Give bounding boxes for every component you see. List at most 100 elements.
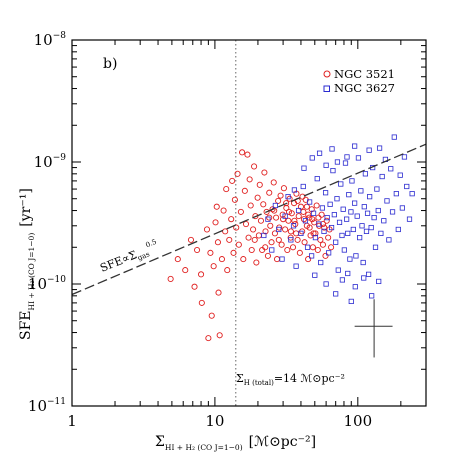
x-tick-label: 100 bbox=[343, 412, 372, 430]
ngc3627-point bbox=[339, 232, 345, 239]
ngc3627-point bbox=[319, 205, 325, 211]
ngc3627-point bbox=[293, 263, 299, 269]
ngc3627-point bbox=[276, 226, 282, 233]
ngc3627-point bbox=[376, 278, 382, 285]
ngc3627-point bbox=[298, 230, 304, 236]
x-tick-label: 1 bbox=[67, 412, 77, 430]
ngc3627-point bbox=[295, 207, 302, 214]
ngc3627-point bbox=[397, 172, 403, 178]
ngc3627-point bbox=[386, 237, 392, 243]
legend-marker-ngc3627 bbox=[323, 85, 330, 92]
ngc3521-point bbox=[318, 211, 325, 218]
ngc3521-point bbox=[187, 236, 195, 243]
ngc3521-point bbox=[305, 211, 312, 218]
ngc3627-point bbox=[372, 244, 379, 250]
ngc3627-point bbox=[360, 259, 366, 266]
ngc3627-point bbox=[333, 239, 339, 245]
ngc3627-point bbox=[364, 210, 371, 216]
ngc3627-point bbox=[347, 256, 353, 262]
y-tick-exponent: −10 bbox=[47, 275, 66, 285]
data-points bbox=[167, 134, 415, 342]
ngc3521-point bbox=[269, 206, 276, 213]
ngc3521-point bbox=[303, 203, 310, 210]
ngc3521-point bbox=[213, 203, 220, 210]
threshold-label-main: Σ bbox=[236, 372, 244, 385]
y-tick-base: 10 bbox=[28, 275, 47, 293]
ngc3627-point bbox=[291, 187, 298, 193]
ngc3521-point bbox=[319, 221, 326, 228]
ngc3627-point bbox=[367, 194, 373, 200]
ngc3521-point bbox=[270, 179, 277, 186]
ngc3627-point bbox=[348, 298, 354, 305]
ngc3521-point bbox=[262, 244, 269, 251]
ngc3627-point bbox=[366, 271, 372, 277]
ngc3627-point bbox=[334, 159, 341, 165]
ngc3521-point bbox=[222, 228, 229, 235]
ngc3627-point bbox=[290, 223, 297, 229]
ngc3627-point bbox=[361, 204, 367, 210]
ngc3521-point bbox=[278, 241, 285, 248]
ngc3521-point bbox=[260, 201, 267, 208]
ngc3627-point bbox=[279, 256, 285, 262]
ngc3627-point bbox=[282, 213, 288, 219]
ngc3521-point bbox=[198, 299, 205, 306]
y-tick-label: 10−8 bbox=[34, 31, 67, 49]
ngc3521-point bbox=[301, 239, 308, 246]
ngc3521-point bbox=[266, 189, 273, 196]
ngc3627-point bbox=[326, 250, 332, 256]
y-tick-exponent: −11 bbox=[47, 397, 66, 407]
ngc3521-point bbox=[239, 149, 246, 156]
ngc3627-point bbox=[261, 232, 267, 239]
ngc3627-point bbox=[354, 213, 360, 219]
threshold-label-rest: =14 ℳ⊙pc⁻² bbox=[274, 372, 345, 385]
ngc3521-point bbox=[294, 236, 301, 243]
y-tick-base: 10 bbox=[34, 153, 53, 171]
ngc3521-point bbox=[284, 246, 291, 254]
ngc3627-point bbox=[288, 237, 294, 243]
ngc3627-point bbox=[307, 199, 313, 205]
ngc3627-point bbox=[346, 192, 352, 198]
ngc3627-point bbox=[359, 223, 365, 229]
ngc3521-point bbox=[218, 256, 225, 263]
ngc3627-point bbox=[350, 226, 356, 233]
ngc3521-point bbox=[208, 312, 215, 319]
ngc3521-point bbox=[223, 186, 230, 193]
ngc3627-point bbox=[328, 224, 335, 231]
ngc3521-point bbox=[299, 193, 306, 200]
y-tick-label: 10−11 bbox=[28, 397, 66, 415]
ngc3627-point bbox=[368, 224, 374, 231]
ngc3627-point bbox=[301, 165, 307, 171]
ngc3521-point bbox=[191, 283, 198, 290]
y-tick-exponent: −8 bbox=[53, 31, 67, 41]
ngc3521-point bbox=[255, 232, 262, 239]
ngc3521-point bbox=[317, 236, 324, 243]
ngc3627-point bbox=[393, 191, 399, 197]
ngc3521-point bbox=[245, 234, 252, 241]
ngc3521-point bbox=[312, 230, 319, 237]
ngc3627-point bbox=[341, 247, 347, 253]
ngc3627-point bbox=[316, 150, 323, 156]
ngc3521-point bbox=[280, 185, 287, 192]
ngc3521-point bbox=[207, 249, 214, 256]
ngc3627-point bbox=[342, 160, 349, 166]
ngc3521-point bbox=[198, 271, 205, 278]
ngc3627-point bbox=[353, 253, 359, 259]
ngc3627-point bbox=[309, 155, 315, 161]
ngc3627-point bbox=[395, 226, 401, 233]
ngc3627-point bbox=[324, 215, 330, 221]
ngc3521-point bbox=[233, 224, 240, 231]
ngc3521-point bbox=[235, 241, 242, 248]
ngc3627-point bbox=[331, 212, 337, 218]
ngc3627-point bbox=[349, 178, 355, 184]
ngc3627-point bbox=[358, 188, 364, 194]
ngc3627-point bbox=[381, 218, 387, 224]
ngc3627-point bbox=[375, 207, 381, 214]
x-axis-title-sub: HI + H₂ (CO J=1−0) bbox=[165, 443, 243, 452]
ngc3627-point bbox=[362, 171, 369, 177]
ngc3627-point bbox=[321, 228, 327, 234]
ngc3627-point bbox=[355, 155, 362, 161]
ngc3627-point bbox=[352, 200, 358, 206]
ngc3627-point bbox=[300, 183, 306, 190]
ngc3521-point bbox=[242, 221, 250, 228]
